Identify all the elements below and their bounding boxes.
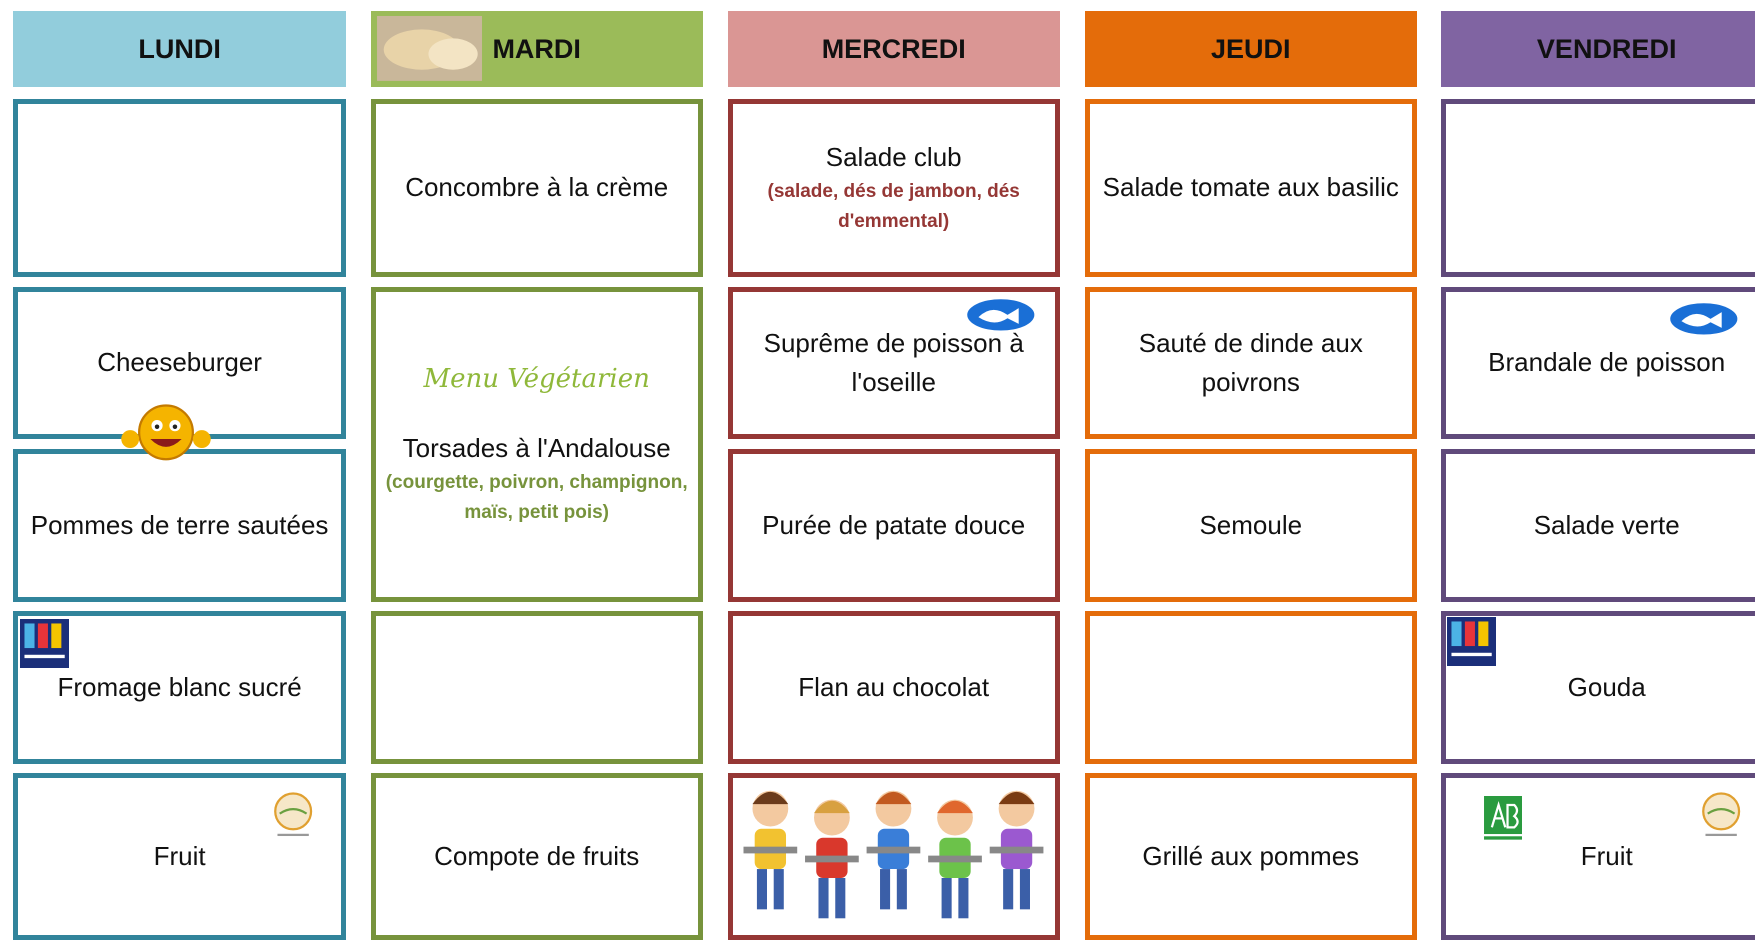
dish-name: Purée de patate douce <box>762 506 1025 545</box>
menu-cell: Salade verte <box>1441 449 1755 602</box>
dish-name: Brandale de poisson <box>1488 343 1725 382</box>
menu-cell: Pommes de terre sautées <box>13 449 345 602</box>
dish-name: Salade verte <box>1534 506 1680 545</box>
dish-name: Pommes de terre sautées <box>31 506 329 545</box>
menu-cell <box>13 99 345 277</box>
orchard-logo <box>273 789 313 841</box>
dish-name: Gouda <box>1568 668 1646 707</box>
menu-cell: Semoule <box>1085 449 1417 602</box>
organic-logo <box>1484 796 1522 843</box>
dish-name: Fromage blanc sucré <box>57 668 301 707</box>
dish-name: Torsades à l'Andalouse <box>403 429 671 468</box>
menu-cell: Salade club(salade, dés de jambon, dés d… <box>728 99 1060 277</box>
menu-cell <box>1441 99 1755 277</box>
bread-photo <box>377 16 482 81</box>
dish-name: Concombre à la crème <box>405 168 668 207</box>
menu-cell: Salade tomate aux basilic <box>1085 99 1417 277</box>
dish-name: Salade tomate aux basilic <box>1103 168 1399 207</box>
dish-name: Grillé aux pommes <box>1142 837 1359 876</box>
menu-cell: Purée de patate douce <box>728 449 1060 602</box>
day-header: VENDREDI <box>1441 11 1755 87</box>
fish-logo <box>965 297 1037 333</box>
day-header: MERCREDI <box>728 11 1060 87</box>
menu-cell <box>371 611 703 764</box>
dish-name: Suprême de poisson à l'oseille <box>737 324 1051 402</box>
dish-detail: (salade, dés de jambon, dés d'emmental) <box>737 177 1051 238</box>
children-illustration <box>739 784 1052 924</box>
menu-cell: Compote de fruits <box>371 773 703 940</box>
day-header: JEUDI <box>1085 11 1417 87</box>
dish-name: Flan au chocolat <box>798 668 989 707</box>
menu-cell: Concombre à la crème <box>371 99 703 277</box>
dairy-logo <box>20 619 69 668</box>
day-header: LUNDI <box>13 11 345 87</box>
menu-cell <box>1085 611 1417 764</box>
menu-cell: Flan au chocolat <box>728 611 1060 764</box>
dairy-logo <box>1447 617 1496 666</box>
dish-name: Fruit <box>154 837 206 876</box>
menu-cell: Grillé aux pommes <box>1085 773 1417 940</box>
smiley <box>119 401 213 464</box>
dish-name: Cheeseburger <box>97 343 262 382</box>
dish-name: Salade club <box>826 138 962 177</box>
dish-name: Semoule <box>1199 506 1302 545</box>
orchard-logo <box>1701 789 1741 841</box>
menu-cell: Menu Végétarien Torsades à l'Andalouse(co… <box>371 287 703 603</box>
dish-name: Fruit <box>1581 837 1633 876</box>
dish-detail: (courgette, poivron, champignon, maïs, p… <box>380 468 694 529</box>
dish-name: Sauté de dinde aux poivrons <box>1094 324 1408 402</box>
fish-logo <box>1668 301 1740 337</box>
dish-name: Compote de fruits <box>434 837 639 876</box>
menu-cell: Sauté de dinde aux poivrons <box>1085 287 1417 439</box>
menu-logo: Menu Végétarien <box>423 360 649 399</box>
